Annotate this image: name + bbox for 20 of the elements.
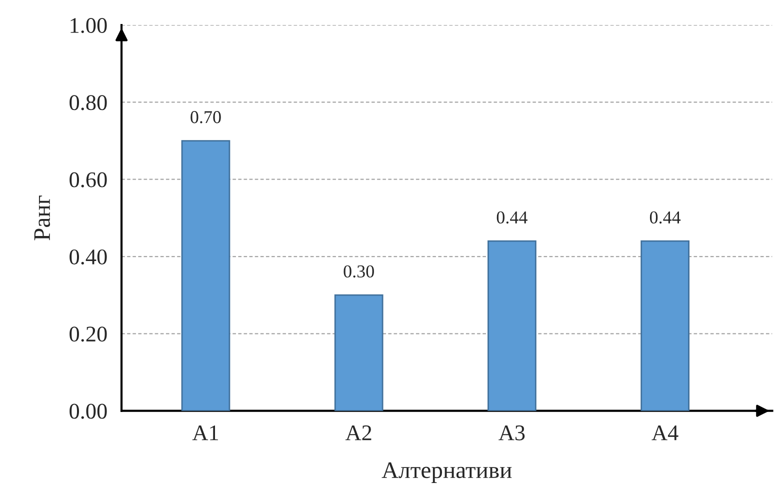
y-tick-label: 0.20: [70, 326, 107, 342]
y-tick-label: 1.00: [70, 18, 107, 34]
data-label: 0.70: [190, 111, 221, 124]
y-tick-label: 0.00: [70, 404, 107, 419]
x-tick-label: A2: [345, 425, 372, 440]
data-label: 0.44: [496, 211, 528, 224]
y-axis-title: Ранг: [34, 196, 50, 240]
x-tick-label: A4: [652, 425, 678, 440]
y-tick-label: 0.80: [70, 95, 107, 110]
data-label: 0.30: [344, 265, 374, 278]
y-tick-label: 0.60: [70, 172, 107, 188]
bar: [181, 140, 230, 411]
bar: [640, 240, 690, 411]
bar: [488, 240, 536, 411]
x-tick-label: A1: [192, 425, 218, 440]
x-axis-title: Алтернативи: [382, 462, 512, 483]
y-tick-label: 0.40: [70, 249, 107, 265]
x-tick-label: A3: [498, 425, 525, 440]
bar: [334, 294, 384, 411]
data-label: 0.44: [650, 211, 681, 224]
